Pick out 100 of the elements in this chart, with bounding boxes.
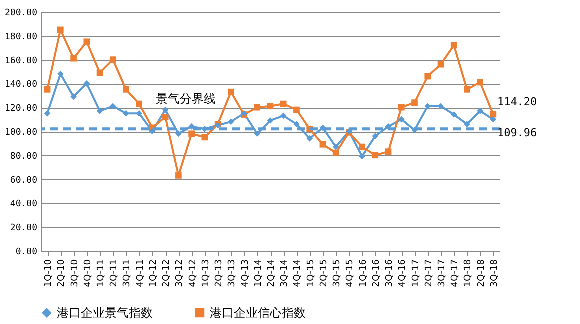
- point: [44, 110, 51, 117]
- point: [70, 94, 77, 100]
- point: [149, 128, 156, 135]
- x-tick-label: 1Q-17: [411, 260, 422, 288]
- x-tick-label: 2Q-17: [424, 260, 434, 288]
- x-tick-label: 1Q-18: [464, 259, 474, 288]
- x-tick-label: 4Q-13: [240, 260, 251, 288]
- x-tick-label: 1Q-16: [358, 259, 369, 288]
- point: [162, 114, 169, 120]
- x-tick-label: 3Q-12: [175, 260, 186, 288]
- x-tick-label: 2Q-15: [319, 260, 330, 288]
- ref-line-label: 景气分界线: [156, 92, 216, 106]
- x-tick-label: 3Q-18: [490, 259, 500, 288]
- x-tick-label: 3Q-17: [437, 260, 448, 288]
- point: [294, 121, 300, 128]
- point: [162, 106, 169, 114]
- x-tick-label: 3Q-10: [70, 259, 80, 288]
- point: [280, 112, 287, 120]
- x-tick-label: 3Q-11: [122, 260, 133, 288]
- point: [110, 103, 116, 110]
- legend-label: 港口企业信心指数: [210, 306, 306, 320]
- x-tick-label: 4Q-12: [188, 260, 198, 288]
- point: [58, 26, 64, 34]
- point: [438, 103, 444, 110]
- point: [254, 130, 261, 138]
- point: [44, 86, 51, 93]
- point: [136, 100, 143, 108]
- y-tick-label: 180.00: [4, 32, 38, 42]
- point: [477, 79, 484, 86]
- point: [96, 108, 104, 114]
- x-tick-label: 4Q-11: [136, 260, 146, 288]
- x-tick-label: 3Q-16: [385, 259, 396, 288]
- point: [385, 148, 392, 155]
- point: [267, 118, 274, 124]
- point: [450, 112, 458, 118]
- point: [96, 70, 104, 76]
- point: [188, 130, 195, 138]
- y-tick-label: 120.00: [4, 104, 38, 114]
- point: [398, 104, 405, 111]
- x-tick-label: 4Q-17: [450, 260, 461, 288]
- x-tick-label: 3Q-15: [332, 260, 343, 288]
- point: [254, 104, 261, 111]
- x-tick-label: 4Q-15: [346, 260, 356, 288]
- point: [320, 141, 326, 148]
- point: [176, 130, 182, 138]
- y-tick-label: 100.00: [4, 128, 38, 138]
- x-tick-label: 1Q-10: [44, 259, 54, 288]
- x-tick-label: 2Q-11: [110, 260, 120, 288]
- point: [477, 108, 484, 114]
- point: [84, 38, 90, 46]
- data-label: 109.96: [497, 126, 538, 140]
- point: [450, 42, 458, 49]
- point: [424, 73, 432, 80]
- x-tick-label: 2Q-10: [57, 259, 68, 288]
- x-tick-label: 1Q-13: [201, 260, 212, 288]
- x-tick-label: 4Q-14: [293, 259, 304, 288]
- point: [228, 88, 234, 96]
- point: [280, 100, 287, 108]
- y-tick-label: 0.00: [16, 248, 38, 258]
- y-tick-label: 140.00: [4, 80, 38, 90]
- x-tick-label: 4Q-16: [398, 259, 408, 288]
- point: [123, 86, 130, 93]
- data-label: 114.20: [497, 96, 538, 109]
- point: [490, 116, 497, 123]
- x-tick-label: 2Q-12: [162, 260, 172, 288]
- point: [58, 70, 64, 78]
- point: [424, 103, 432, 110]
- x-tick-label: 1Q-15: [306, 260, 316, 288]
- point: [110, 56, 116, 63]
- point: [372, 152, 379, 159]
- x-tick-label: 1Q-12: [148, 260, 159, 288]
- x-tick-label: 2Q-16: [372, 259, 382, 288]
- point: [84, 80, 90, 87]
- x-tick-label: 3Q-13: [228, 260, 238, 288]
- point: [332, 144, 340, 150]
- point: [464, 121, 470, 128]
- point: [412, 100, 418, 106]
- point: [202, 134, 208, 141]
- y-tick-label: 20.00: [10, 224, 38, 234]
- x-tick-label: 3Q-14: [280, 259, 290, 288]
- point: [70, 55, 77, 62]
- x-tick-label: 2Q-13: [214, 260, 225, 288]
- y-tick-label: 40.00: [10, 200, 38, 210]
- point: [372, 133, 379, 140]
- y-tick-label: 80.00: [10, 152, 38, 162]
- x-tick-label: 1Q-11: [96, 260, 107, 288]
- x-tick-label: 2Q-14: [267, 259, 277, 288]
- x-tick-label: 2Q-18: [476, 259, 487, 288]
- point: [228, 118, 234, 126]
- point: [464, 86, 470, 93]
- point: [176, 172, 182, 179]
- point: [359, 153, 366, 160]
- point: [136, 110, 143, 117]
- y-tick-label: 200.00: [4, 8, 38, 18]
- x-tick-label: 4Q-10: [83, 259, 94, 288]
- point: [359, 144, 366, 150]
- point: [294, 106, 300, 114]
- y-tick-label: 160.00: [4, 56, 38, 66]
- x-tick-label: 1Q-14: [254, 259, 264, 288]
- point: [123, 110, 130, 117]
